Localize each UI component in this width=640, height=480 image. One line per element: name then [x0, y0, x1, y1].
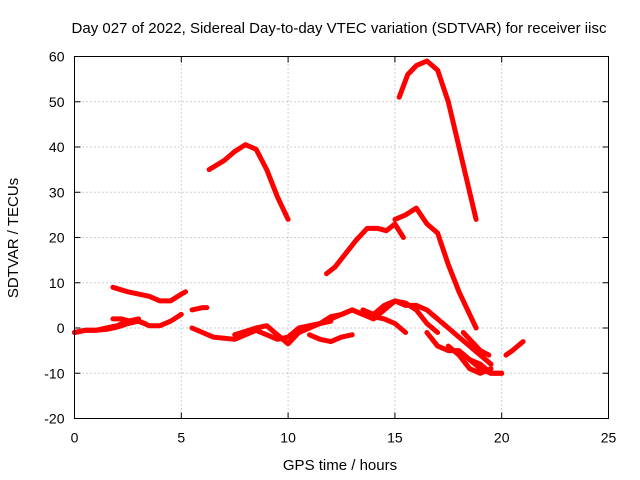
- y-axis-label: SDTVAR / TECUs: [5, 178, 22, 298]
- series-line-arc-13: [392, 205, 479, 331]
- x-tick-label: 25: [601, 430, 617, 446]
- series-line-arc-18: [467, 357, 505, 376]
- x-tick-label: 5: [177, 430, 185, 446]
- y-tick-label: -10: [44, 365, 64, 381]
- series-line-arc-9: [296, 307, 409, 335]
- series-line-arc-12: [328, 298, 441, 335]
- series-line-arc-7: [206, 142, 291, 222]
- grid: [74, 56, 609, 419]
- series-line-arc-11: [324, 221, 406, 277]
- x-tick-label: 10: [280, 430, 296, 446]
- x-tick-label: 15: [387, 430, 403, 446]
- y-tick-label: -20: [44, 411, 64, 427]
- chart-title: Day 027 of 2022, Sidereal Day-to-day VTE…: [72, 20, 607, 37]
- series-line-arc-4: [110, 316, 148, 326]
- x-tick-label: 20: [494, 430, 510, 446]
- x-axis-label: GPS time / hours: [283, 457, 397, 474]
- y-tick-label: 50: [49, 94, 65, 110]
- series-line-arc-10: [307, 332, 355, 345]
- y-tick-label: 60: [49, 49, 65, 65]
- x-tick-label: 0: [71, 430, 79, 446]
- series-line-arc-5: [189, 305, 210, 313]
- y-tick-label: 30: [49, 184, 65, 200]
- series-group: [72, 58, 526, 376]
- y-tick-label: 0: [57, 320, 65, 336]
- series-line-arc-20: [460, 330, 492, 358]
- series-line-arc-3: [110, 284, 189, 304]
- y-tick-label: 20: [49, 230, 65, 246]
- series-line-arc-19: [503, 339, 526, 358]
- y-tick-label: 40: [49, 139, 65, 155]
- series-line-arc-15: [360, 298, 494, 367]
- y-tick-label: 10: [49, 275, 65, 291]
- axis-ticks: 0 5 10 15 20 25 -20 -10 0 10 20 30 40 50 60: [44, 49, 616, 446]
- series-line-arc-14: [396, 58, 479, 222]
- series-line-arc-17: [445, 343, 494, 376]
